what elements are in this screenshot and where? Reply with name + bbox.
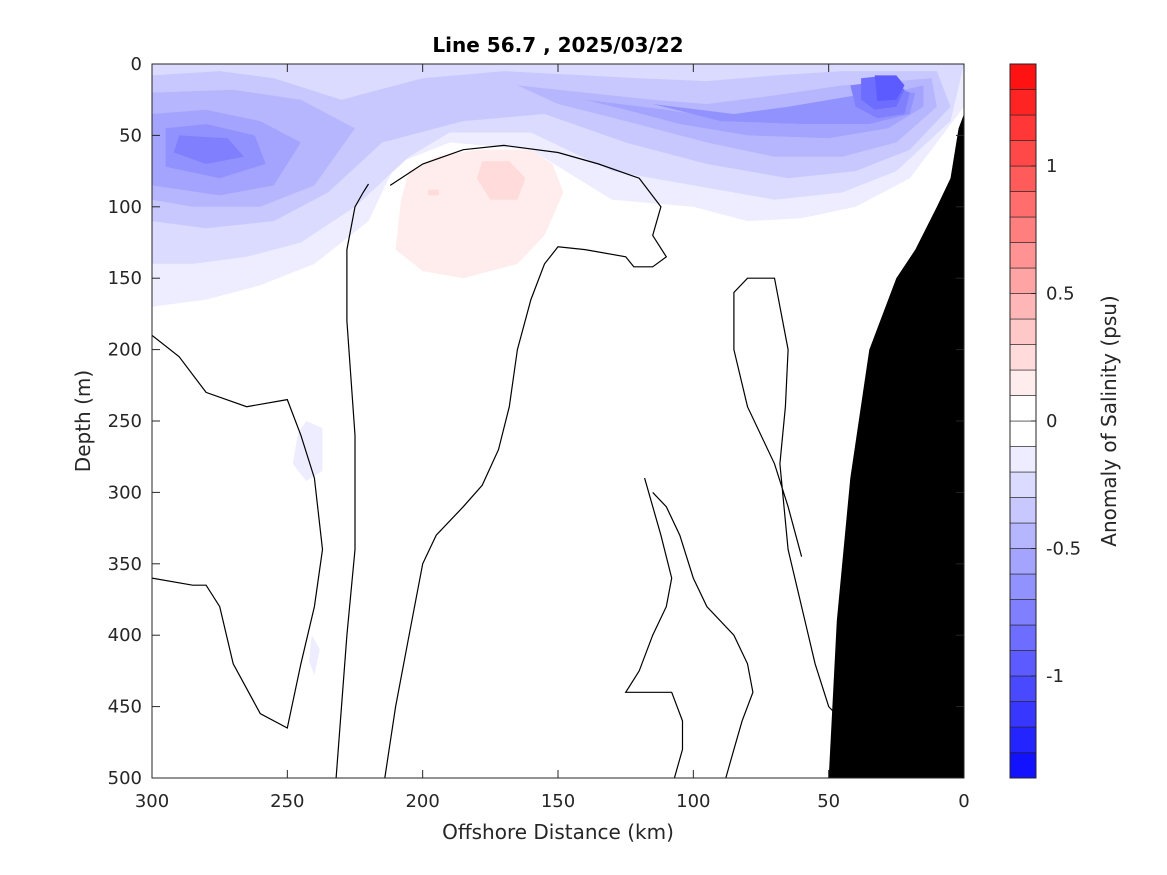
colorbar-swatch (1009, 318, 1037, 345)
chart-title: Line 56.7 , 2025/03/22 (432, 33, 683, 57)
colorbar-swatch (1009, 165, 1037, 192)
colorbar-tick-label: 0.5 (1046, 284, 1075, 305)
anomaly-fill-regions (152, 64, 964, 676)
colorbar-tick-label: 1 (1046, 156, 1057, 177)
seafloor-shape (828, 114, 964, 778)
y-axis-label: Depth (m) (71, 370, 95, 472)
colorbar-swatch (1009, 242, 1037, 269)
y-tick-label: 100 (108, 197, 142, 218)
x-tick-label: 200 (405, 791, 439, 812)
colorbar-swatch (1009, 624, 1037, 651)
anomaly-region (309, 635, 320, 676)
x-tick-label: 0 (958, 791, 969, 812)
colorbar-swatch (1009, 63, 1037, 90)
y-tick-label: 200 (108, 340, 142, 361)
colorbar-swatch (1009, 446, 1037, 473)
colorbar-tick-label: -1 (1046, 666, 1064, 687)
colorbar-swatch (1009, 344, 1037, 371)
y-tick-label: 400 (108, 625, 142, 646)
y-tick-label: 450 (108, 697, 142, 718)
colorbar-tick-label: -0.5 (1046, 539, 1081, 560)
anomaly-region (874, 75, 905, 102)
y-axis-ticks: 0 50 100 150 200 250 300 350 400 450 500 (108, 54, 964, 789)
zero-contour-line (652, 491, 754, 778)
colorbar-swatch (1009, 216, 1037, 243)
y-tick-label: 50 (119, 125, 142, 146)
colorbar-swatch (1009, 267, 1037, 294)
anomaly-region (476, 161, 526, 200)
colorbar-swatch (1009, 497, 1037, 524)
y-tick-label: 150 (108, 268, 142, 289)
colorbar-ticks: 1 0.5 0 -0.5 -1 (1031, 156, 1081, 687)
colorbar-swatch (1009, 471, 1037, 498)
zero-contour-line (152, 334, 324, 729)
colorbar-swatch (1009, 114, 1037, 141)
anomaly-region (585, 85, 924, 139)
zero-contour-line (335, 183, 370, 778)
colorbar: 1 0.5 0 -0.5 -1 (1009, 63, 1081, 779)
y-tick-label: 250 (108, 411, 142, 432)
bathymetry-mask (828, 114, 964, 778)
colorbar-tick-label: 0 (1046, 411, 1057, 432)
x-tick-label: 250 (270, 791, 304, 812)
colorbar-swatch (1009, 675, 1037, 702)
x-axis-ticks: 300 250 200 150 100 50 0 (135, 64, 970, 812)
colorbar-swatch (1009, 522, 1037, 549)
x-tick-label: 150 (541, 791, 575, 812)
zero-contour-line (624, 477, 684, 778)
y-tick-label: 350 (108, 554, 142, 575)
colorbar-swatch (1009, 369, 1037, 396)
zero-contour-lines (152, 144, 889, 778)
colorbar-swatch (1009, 599, 1037, 626)
colorbar-swatch (1009, 395, 1037, 422)
anomaly-region (173, 135, 244, 164)
colorbar-swatch (1009, 701, 1037, 728)
colorbar-swatch (1009, 726, 1037, 753)
colorbar-swatch (1009, 89, 1037, 116)
colorbar-swatch (1009, 548, 1037, 575)
colorbar-swatch (1009, 420, 1037, 447)
x-tick-label: 100 (676, 791, 710, 812)
colorbar-swatch (1009, 573, 1037, 600)
plot-area: 300 250 200 150 100 50 0 050100150200250300350… (108, 54, 970, 812)
anomaly-region (652, 92, 916, 124)
zero-contour-line (384, 144, 668, 778)
colorbar-swatch (1009, 140, 1037, 167)
x-tick-label: 300 (135, 791, 169, 812)
colorbar-swatch (1009, 293, 1037, 320)
colorbar-swatch (1009, 752, 1037, 779)
y-tick-label: 0 (131, 54, 142, 75)
x-axis-label: Offshore Distance (km) (442, 820, 674, 844)
anomaly-region (292, 421, 323, 481)
y-tick-label: 500 (108, 768, 142, 789)
y-tick-label: 300 (108, 482, 142, 503)
colorbar-label: Anomaly of Salinity (psu) (1097, 295, 1121, 546)
colorbar-swatch (1009, 191, 1037, 218)
x-tick-label: 50 (817, 791, 840, 812)
colorbar-swatch (1009, 650, 1037, 677)
anomaly-region (428, 189, 439, 196)
